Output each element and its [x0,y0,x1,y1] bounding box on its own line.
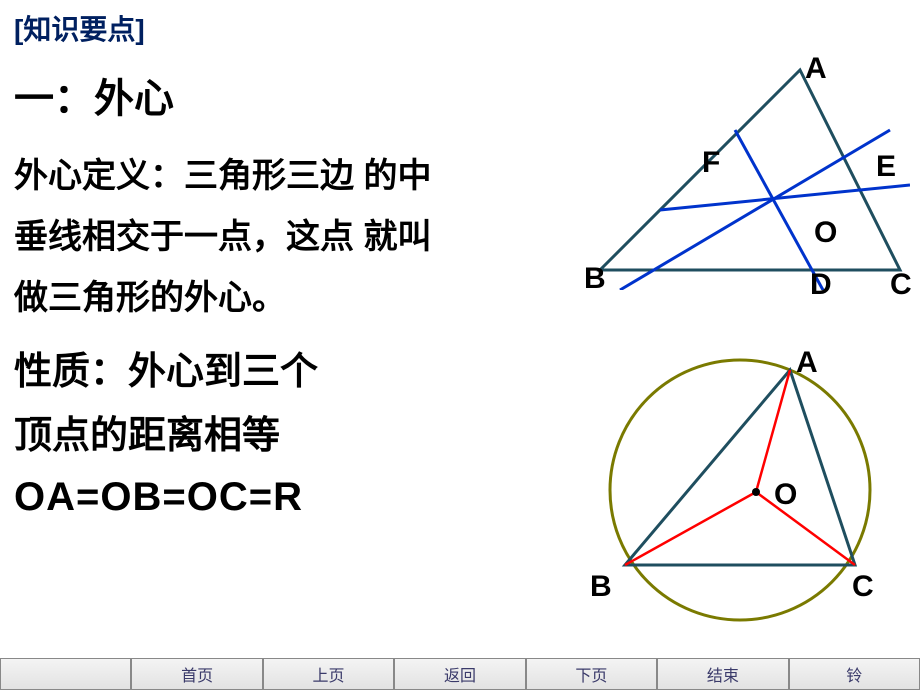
knowledge-header: [知识要点] [14,8,906,48]
label-D: D [810,268,832,302]
label-B: B [584,262,606,296]
label-A: A [796,346,818,380]
nav-prev-button[interactable]: 上页 [263,658,394,690]
label-O: O [774,478,797,512]
definition-block: 外心定义：三角形三边 的中 垂线相交于一点，这点 就叫 做三角形的外心。 [14,146,534,330]
label-B: B [590,570,612,604]
definition-line: 外心定义：三角形三边 的中 [14,146,534,207]
label-E: E [876,150,896,184]
definition-line: 做三角形的外心。 [14,268,534,329]
diagram-circumcenter-bisectors: A B C D E F O [590,50,910,290]
diagram1-svg [590,50,910,290]
definition-line: 垂线相交于一点，这点 就叫 [14,207,534,268]
nav-bell-button[interactable]: 铃 [789,658,920,690]
nav-end-button[interactable]: 结束 [657,658,788,690]
label-O: O [814,216,837,250]
nav-blank [0,658,131,690]
nav-next-button[interactable]: 下页 [526,658,657,690]
label-C: C [890,268,912,302]
content-area: [知识要点] 一：外心 外心定义：三角形三边 的中 垂线相交于一点，这点 就叫 … [0,0,920,652]
nav-return-button[interactable]: 返回 [394,658,525,690]
nav-bar: 首页 上页 返回 下页 结束 铃 [0,658,920,690]
label-F: F [702,146,720,180]
diagram2-svg [590,340,890,640]
slide-page: [知识要点] 一：外心 外心定义：三角形三边 的中 垂线相交于一点，这点 就叫 … [0,0,920,690]
diagram-circumscribed-circle: A B C O [590,340,890,640]
label-A: A [805,52,827,86]
label-C: C [852,570,874,604]
nav-home-button[interactable]: 首页 [131,658,262,690]
